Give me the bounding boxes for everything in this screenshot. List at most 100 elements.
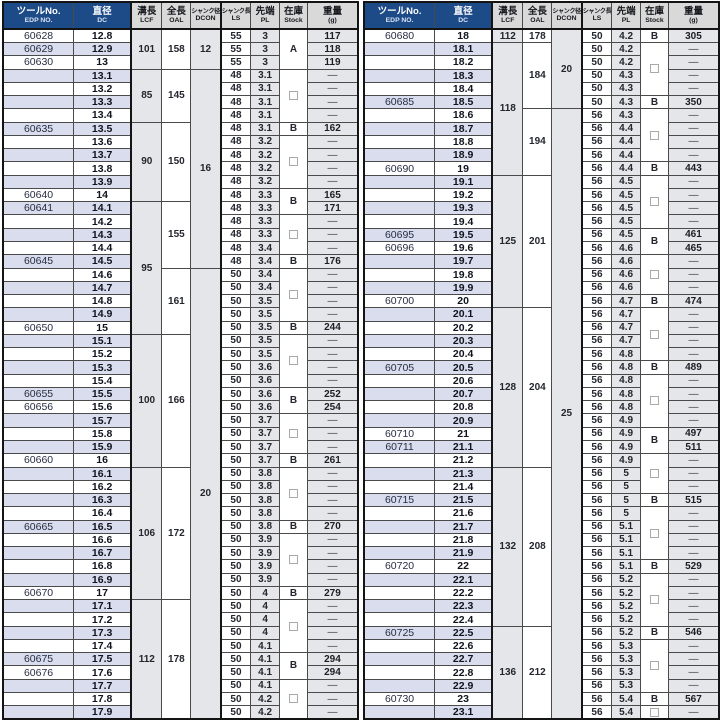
ls-cell: 56	[581, 599, 613, 614]
weight-cell: —	[667, 174, 720, 189]
stock-cell: B	[279, 187, 308, 216]
dc-cell: 18.7	[434, 121, 494, 136]
weight-cell: —	[306, 333, 359, 349]
weight-cell: —	[667, 81, 720, 97]
stock-checkbox-icon	[288, 488, 298, 498]
ls-cell: 56	[581, 240, 613, 256]
dc-cell: 16.9	[73, 572, 133, 587]
ls-cell: 56	[581, 678, 613, 694]
weight-cell: —	[667, 678, 720, 694]
edp-cell	[363, 148, 436, 163]
ls-cell: 50	[220, 532, 252, 548]
edp-cell	[363, 108, 436, 123]
pl-cell: 5.2	[611, 599, 642, 614]
weight-cell: —	[667, 41, 720, 57]
edp-cell	[2, 506, 75, 521]
pl-cell: 4.6	[611, 254, 642, 269]
weight-cell: —	[306, 506, 359, 521]
pl-cell: 5	[611, 466, 642, 481]
weight-cell: —	[306, 68, 359, 83]
weight-cell: —	[667, 280, 720, 296]
weight-cell: 497	[667, 426, 720, 441]
ls-cell: 48	[220, 134, 252, 150]
stock-cell: B	[640, 294, 669, 309]
ls-cell: 56	[581, 254, 613, 269]
ls-cell: 56	[581, 705, 613, 720]
col-header-ls: シャンク長 LS	[220, 1, 252, 30]
dc-cell: 18.5	[434, 95, 494, 110]
dc-cell: 19.8	[434, 267, 494, 282]
weight-cell: —	[667, 386, 720, 402]
pl-cell: 3.7	[250, 439, 281, 455]
weight-cell: —	[667, 108, 720, 123]
lcf-cell: 106	[130, 466, 163, 601]
stock-cell	[640, 373, 669, 428]
pl-cell: 4.4	[611, 134, 642, 150]
stock-cell	[279, 466, 308, 521]
lcf-cell: 100	[130, 333, 163, 468]
ls-cell: 48	[220, 254, 252, 269]
edp-cell	[363, 214, 436, 229]
weight-cell: 252	[306, 386, 359, 402]
edp-cell	[2, 413, 75, 428]
edp-cell: 60700	[363, 294, 436, 309]
ls-cell: 48	[220, 174, 252, 189]
dcon-cell: 12	[190, 28, 222, 70]
edp-cell	[363, 466, 436, 481]
edp-cell	[2, 705, 75, 720]
stock-cell	[279, 413, 308, 455]
edp-cell	[2, 426, 75, 441]
pl-cell: 4.1	[250, 652, 281, 667]
weight-cell: —	[306, 572, 359, 587]
dc-cell: 15	[73, 320, 133, 335]
col-header-oal: 全長 OAL	[522, 1, 553, 30]
ls-cell: 50	[220, 678, 252, 694]
pl-cell: 4.3	[611, 81, 642, 97]
ls-cell: 56	[581, 506, 613, 521]
dc-cell: 18.9	[434, 148, 494, 163]
weight-cell: —	[306, 599, 359, 614]
pl-cell: 4.6	[611, 240, 642, 256]
dc-cell: 16.7	[73, 546, 133, 561]
pl-cell: 4.7	[611, 294, 642, 309]
dc-cell: 18	[434, 28, 494, 43]
edp-cell	[363, 201, 436, 216]
stock-cell: B	[640, 95, 669, 110]
pl-cell: 3.8	[250, 466, 281, 481]
pl-cell: 4.2	[250, 692, 281, 707]
dc-cell: 14.6	[73, 267, 133, 282]
edp-cell	[363, 280, 436, 296]
dcon-cell: 25	[551, 108, 583, 720]
pl-cell: 4.1	[250, 665, 281, 680]
edp-cell	[2, 493, 75, 508]
pl-cell: 4	[250, 585, 281, 601]
dc-cell: 12.8	[73, 28, 133, 43]
edp-cell: 60650	[2, 320, 75, 335]
dc-cell: 18.1	[434, 41, 494, 57]
dc-cell: 22.5	[434, 625, 494, 640]
ls-cell: 48	[220, 201, 252, 216]
edp-cell	[2, 214, 75, 229]
weight-cell: —	[306, 546, 359, 561]
dc-cell: 17.9	[73, 705, 133, 720]
dc-cell: 13.8	[73, 161, 133, 176]
weight-cell: —	[306, 705, 359, 720]
stock-cell: B	[279, 519, 308, 534]
weight-cell: 461	[667, 227, 720, 242]
lcf-cell: 90	[130, 121, 163, 203]
oal-cell: 201	[522, 174, 553, 309]
weight-cell: —	[306, 267, 359, 282]
dc-cell: 22.3	[434, 599, 494, 614]
lcf-cell: 112	[130, 599, 163, 720]
weight-cell: —	[667, 585, 720, 601]
oal-cell: 150	[161, 121, 192, 203]
dc-cell: 14.4	[73, 240, 133, 256]
weight-cell: —	[667, 546, 720, 561]
pl-cell: 4.3	[611, 95, 642, 110]
weight-cell: —	[306, 360, 359, 375]
edp-cell: 60660	[2, 453, 75, 468]
dc-cell: 13.1	[73, 68, 133, 83]
weight-cell: —	[306, 148, 359, 163]
pl-cell: 4.9	[611, 453, 642, 468]
pl-cell: 5	[611, 479, 642, 495]
